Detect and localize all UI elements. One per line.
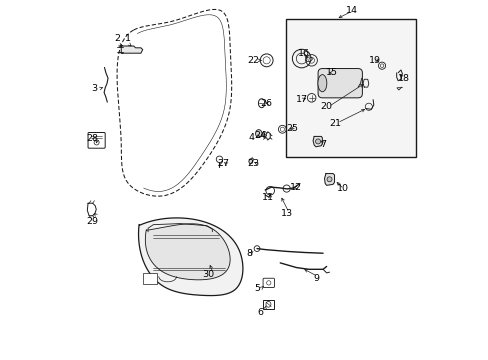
Text: 15: 15 bbox=[325, 68, 337, 77]
Polygon shape bbox=[138, 218, 243, 296]
Text: 6: 6 bbox=[257, 308, 263, 317]
Ellipse shape bbox=[255, 130, 262, 138]
Text: 22: 22 bbox=[247, 56, 259, 65]
Text: 13: 13 bbox=[281, 210, 293, 219]
FancyBboxPatch shape bbox=[88, 132, 105, 148]
Polygon shape bbox=[312, 136, 322, 147]
Text: 16: 16 bbox=[297, 49, 309, 58]
Text: 3: 3 bbox=[91, 84, 97, 93]
Text: 26: 26 bbox=[260, 99, 271, 108]
Circle shape bbox=[315, 139, 320, 144]
Polygon shape bbox=[87, 203, 96, 216]
Text: 29: 29 bbox=[86, 217, 99, 226]
Ellipse shape bbox=[317, 75, 326, 92]
Text: 14: 14 bbox=[345, 6, 357, 15]
Polygon shape bbox=[145, 224, 230, 280]
Text: 17: 17 bbox=[295, 95, 307, 104]
Ellipse shape bbox=[262, 131, 266, 137]
Text: 23: 23 bbox=[247, 159, 259, 168]
Text: 10: 10 bbox=[336, 184, 348, 193]
Bar bbox=[263, 300, 273, 309]
FancyBboxPatch shape bbox=[317, 68, 362, 98]
Text: 5: 5 bbox=[253, 284, 260, 293]
Text: 8: 8 bbox=[246, 249, 252, 258]
Text: 12: 12 bbox=[290, 183, 302, 192]
Polygon shape bbox=[248, 158, 253, 164]
Text: 2: 2 bbox=[115, 35, 121, 44]
Text: 11: 11 bbox=[261, 193, 273, 202]
Text: 1: 1 bbox=[125, 35, 131, 44]
FancyBboxPatch shape bbox=[263, 278, 274, 288]
Text: 30: 30 bbox=[203, 270, 214, 279]
Text: 20: 20 bbox=[320, 102, 332, 111]
Text: 25: 25 bbox=[286, 124, 298, 133]
Text: 27: 27 bbox=[217, 159, 228, 168]
Text: 28: 28 bbox=[86, 134, 99, 143]
Polygon shape bbox=[121, 46, 142, 53]
Text: 4: 4 bbox=[248, 132, 254, 141]
Text: 18: 18 bbox=[397, 74, 408, 83]
Bar bbox=[285, 19, 415, 157]
Circle shape bbox=[326, 177, 331, 182]
Text: 19: 19 bbox=[368, 56, 380, 65]
Bar bbox=[142, 273, 157, 284]
Text: 21: 21 bbox=[329, 119, 341, 128]
Text: 24: 24 bbox=[254, 131, 266, 140]
Text: 9: 9 bbox=[312, 274, 318, 283]
Polygon shape bbox=[324, 174, 334, 185]
Text: 7: 7 bbox=[320, 140, 325, 149]
